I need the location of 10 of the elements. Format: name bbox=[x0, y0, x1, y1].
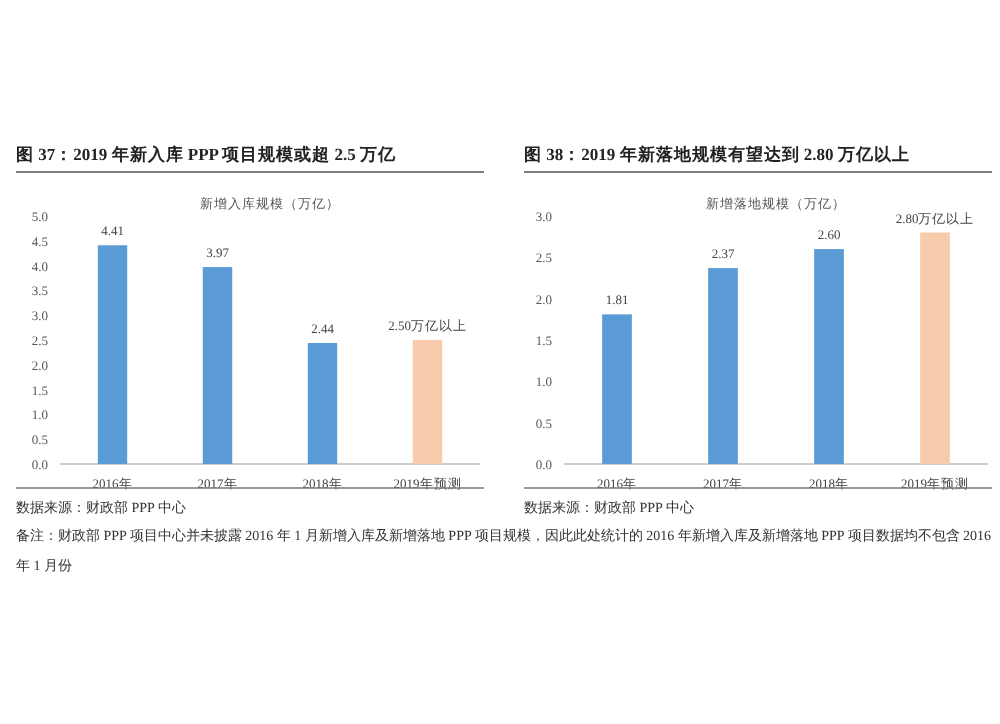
bar bbox=[97, 245, 128, 464]
bar bbox=[602, 314, 632, 464]
chart-title: 图 38：2019 年新落地规模有望达到 2.80 万亿以上 bbox=[524, 144, 910, 164]
bar bbox=[814, 249, 844, 464]
bar bbox=[920, 232, 950, 464]
bar bbox=[202, 267, 233, 464]
chart-title: 图 37：2019 年新入库 PPP 项目规模或超 2.5 万亿 bbox=[16, 144, 398, 164]
bar bbox=[708, 268, 738, 464]
bar bbox=[307, 342, 338, 464]
bar bbox=[412, 340, 443, 464]
